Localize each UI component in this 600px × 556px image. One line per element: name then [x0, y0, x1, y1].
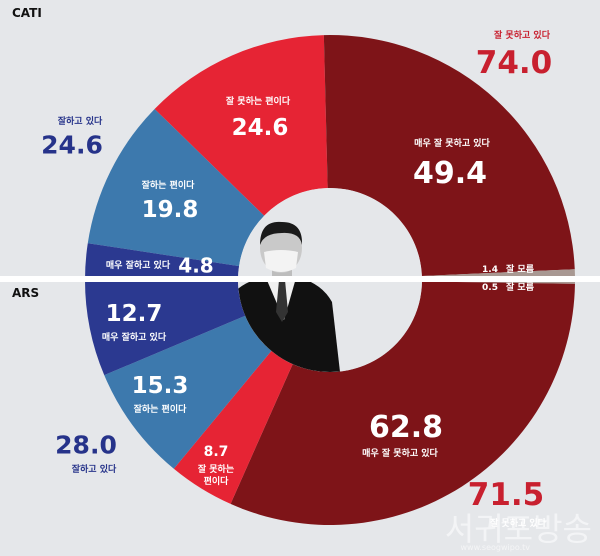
ars-slice-label: 잘 모름	[506, 282, 534, 293]
cati-slice-label: 잘 모름	[506, 264, 534, 275]
ars-slice	[85, 280, 246, 376]
cati-slice-label: 잘 못하는 편이다	[225, 96, 291, 107]
cati-slice-value: 24.6	[231, 114, 289, 141]
ars-bad-total-value: 71.5	[467, 477, 545, 514]
panel-divider	[0, 276, 600, 282]
cati-slice-value: 19.8	[141, 196, 199, 223]
ars-good-total-label: 잘하고 있다	[71, 464, 117, 475]
ars-slice-label: 매우 잘하고 있다	[101, 332, 167, 343]
ars-slice-value: 8.7	[203, 443, 229, 460]
ars-bad-total-label: 잘 못하고 있다	[490, 518, 546, 529]
cati-slice	[87, 108, 265, 267]
ars-slice-label: 편이다	[203, 476, 229, 487]
cati-slice	[85, 243, 240, 280]
cati-slice-label: 매우 잘하고 있다	[105, 260, 171, 271]
watermark: 서귀포방송	[444, 510, 592, 548]
cati-bad-total-value: 74.0	[475, 45, 553, 82]
ars-slice-label: 잘 못하는	[197, 464, 235, 475]
cati-section-title: CATI	[12, 6, 42, 20]
cati-bad-total-label: 잘 못하고 있다	[494, 30, 550, 41]
ars-slice-value: 62.8	[368, 409, 444, 445]
ars-slice-value: 15.3	[131, 372, 189, 399]
ars-slice-label: 잘하는 편이다	[133, 404, 187, 415]
ars-slice-value: 0.5	[482, 282, 498, 293]
ars-slice-label: 매우 잘 못하고 있다	[362, 448, 438, 459]
cati-slice-value: 49.4	[412, 155, 488, 191]
cati-slice	[154, 35, 328, 216]
ars-slice	[230, 281, 575, 525]
cati-slice	[323, 35, 575, 276]
cati-slice-value: 4.8	[178, 253, 214, 278]
cati-good-total-label: 잘하고 있다	[57, 116, 103, 127]
ars-slice	[104, 315, 272, 469]
ars-slice	[173, 350, 293, 504]
cati-slice-label: 매우 잘 못하고 있다	[414, 138, 490, 149]
cati-slice-value: 1.4	[482, 264, 498, 275]
ars-slice-value: 12.7	[105, 300, 163, 327]
cati-good-total-value: 24.6	[41, 130, 103, 160]
ars-good-total-value: 28.0	[55, 430, 117, 460]
ars-section-title: ARS	[12, 286, 40, 300]
cati-slice-label: 잘하는 편이다	[141, 180, 195, 191]
watermark-url: www.seogwipo.tv	[460, 543, 530, 552]
